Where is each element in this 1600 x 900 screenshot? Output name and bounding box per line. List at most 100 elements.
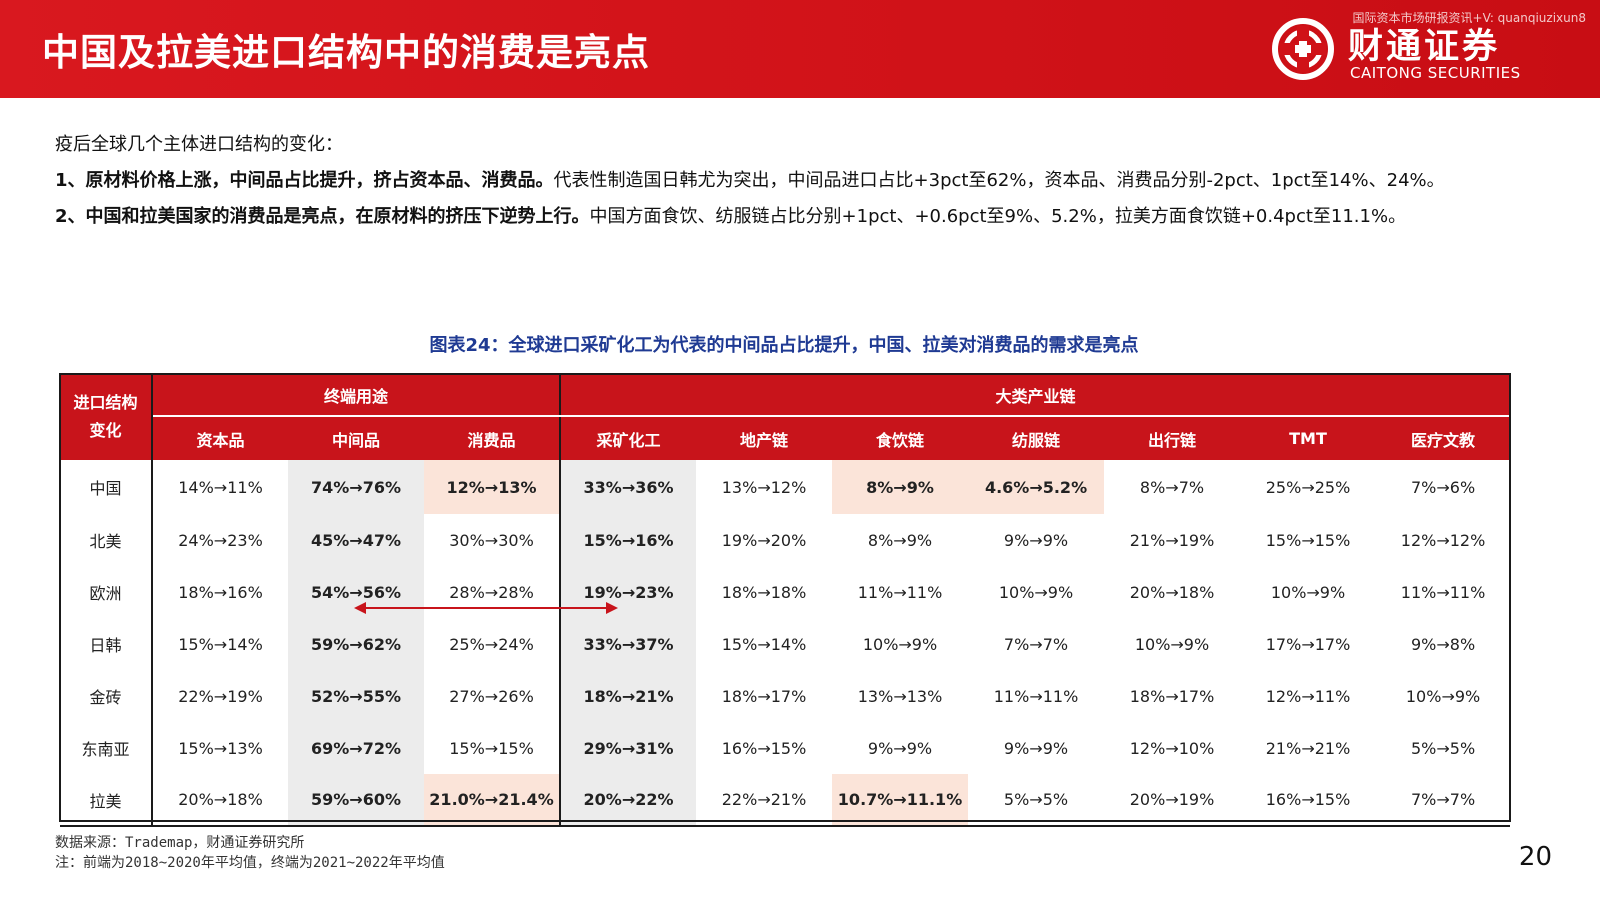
table-cell: 22%→21%: [696, 774, 833, 827]
table-row: 北美 24%→23% 45%→47% 30%→30% 15%→16% 19%→20% 8%→…: [60, 514, 1510, 566]
table-cell: 52%→55%: [288, 670, 424, 722]
import-structure-table: 进口结构 变化 终端用途 大类产业链 资本品 中间品 消费品 采矿化工 地产链 食饮链 纺服…: [60, 374, 1511, 827]
table-row: 日韩 15%→14% 59%→62% 25%→24% 33%→37% 15%→14% 10%…: [60, 618, 1510, 670]
table-cell: 10.7%→11.1%: [832, 774, 969, 827]
table-cell: 54%→56%: [288, 566, 424, 618]
logo: 财通证券 CAITONG SECURITIES: [1270, 16, 1570, 86]
table-cell: 24%→23%: [178, 530, 263, 550]
table-cell: 14%→11%: [178, 477, 263, 497]
table-cell: 7%→7%: [1003, 634, 1069, 654]
key-point-1-body: 代表性制造国日韩尤为突出，中间品进口占比+3pct至62%，资本品、消费品分别-…: [553, 170, 1445, 191]
table-cell: 18%→21%: [559, 670, 697, 722]
logo-chinese-text: 财通证券: [1348, 27, 1501, 67]
column-header: 食饮链: [832, 416, 969, 460]
intro-text: 疫后全球几个主体进口结构的变化：: [55, 134, 343, 155]
table-cell: 10%→9%: [862, 634, 938, 654]
table-cell: 18%→18%: [721, 582, 807, 602]
figure-title: 图表24：全球进口采矿化工为代表的中间品占比提升，中国、拉美对消费品的需求是亮点: [429, 335, 1139, 356]
table-cell: 25%→24%: [449, 634, 534, 654]
table-cell: 16%→15%: [1240, 774, 1377, 827]
table-cell: 10%→9%: [1405, 686, 1481, 706]
table-cell: 12%→13%: [424, 460, 561, 514]
table-cell: 20%→18%: [152, 774, 288, 827]
table-cell: 12%→10%: [1129, 738, 1215, 758]
table-cell: 10%→9%: [998, 582, 1074, 602]
table-cell: 5%→5%: [968, 774, 1105, 827]
footnote: 注：前端为2018~2020年平均值，终端为2021~2022年平均值: [55, 855, 445, 871]
table-cell: 12%→11%: [1265, 686, 1351, 706]
row-header-line1: 进口结构: [73, 393, 138, 412]
row-label: 东南亚: [60, 722, 153, 774]
table-row: 东南亚 15%→13% 69%→72% 15%→15% 29%→31% 16%→15% 9%…: [60, 722, 1510, 774]
column-header: TMT: [1240, 416, 1377, 460]
table-cell: 59%→62%: [288, 618, 424, 670]
table-cell: 19%→23%: [559, 566, 697, 618]
row-label: 欧洲: [60, 566, 153, 618]
row-label: 中国: [60, 460, 153, 514]
page-title: 中国及拉美进口结构中的消费是亮点: [42, 31, 650, 74]
table-cell: 15%→15%: [449, 738, 534, 758]
table-cell: 4.6%→5.2%: [968, 460, 1105, 514]
table-cell: 20%→22%: [559, 774, 697, 827]
table-cell: 18%→17%: [1129, 686, 1215, 706]
table-cell: 18%→17%: [721, 686, 807, 706]
column-header: 消费品: [424, 416, 561, 460]
key-point-1: 1、原材料价格上涨，中间品占比提升，挤占资本品、消费品。代表性制造国日韩尤为突出…: [55, 166, 1445, 192]
table-cell: 20%→19%: [1104, 774, 1241, 827]
table-cell: 9%→9%: [1003, 738, 1069, 758]
column-header: 地产链: [696, 416, 833, 460]
table-cell: 11%→11%: [1400, 582, 1486, 602]
row-label: 拉美: [60, 774, 153, 827]
table-cell: 16%→15%: [721, 738, 807, 758]
table-row: 欧洲 18%→16% 54%→56% 28%→28% 19%→23% 18%→18% 11%…: [60, 566, 1510, 618]
table-cell: 5%→5%: [1410, 738, 1476, 758]
row-label: 日韩: [60, 618, 153, 670]
table-cell: 9%→9%: [1003, 530, 1069, 550]
logo-english-text: CAITONG SECURITIES: [1350, 64, 1521, 82]
table-cell: 28%→28%: [449, 582, 534, 602]
key-point-2: 2、中国和拉美国家的消费品是亮点，在原材料的挤压下逆势上行。中国方面食饮、纺服链…: [55, 202, 1406, 228]
table-cell: 15%→14%: [178, 634, 263, 654]
table-cell: 15%→13%: [178, 738, 263, 758]
table-cell: 25%→25%: [1265, 477, 1351, 497]
table-cell: 15%→14%: [721, 634, 807, 654]
table-row: 拉美 20%→18% 59%→60% 21.0%→21.4% 20%→22% 22%→21…: [60, 774, 1511, 827]
table-cell: 7%→6%: [1410, 477, 1476, 497]
row-label: 北美: [60, 514, 153, 566]
row-label: 金砖: [60, 670, 153, 722]
table-cell: 27%→26%: [449, 686, 534, 706]
table-cell: 17%→17%: [1265, 634, 1351, 654]
table-cell: 21.0%→21.4%: [424, 774, 561, 827]
table-row: 金砖 22%→19% 52%→55% 27%→26% 18%→21% 18%→17% 13%…: [60, 670, 1510, 722]
watermark: 国际资本市场研报资讯+V: quanqiuzixun8: [1352, 11, 1586, 25]
table-cell: 22%→19%: [178, 686, 263, 706]
table-cell: 29%→31%: [559, 722, 697, 774]
table-cell: 9%→8%: [1410, 634, 1476, 654]
table-cell: 8%→9%: [832, 460, 969, 514]
row-header-cell: 进口结构 变化: [60, 374, 153, 460]
column-header: 资本品: [152, 416, 288, 460]
row-header-line2: 变化: [89, 421, 122, 440]
group-header-industry-chain: 大类产业链: [559, 374, 1511, 417]
table-cell: 45%→47%: [288, 514, 424, 566]
table-cell: 8%→7%: [1139, 477, 1205, 497]
table-cell: 9%→9%: [867, 738, 933, 758]
table-cell: 20%→18%: [1129, 582, 1215, 602]
table-cell: 33%→37%: [559, 618, 697, 670]
key-point-2-heading: 2、中国和拉美国家的消费品是亮点，在原材料的挤压下逆势上行。: [55, 206, 590, 227]
table-cell: 15%→16%: [559, 514, 697, 566]
table-cell: 33%→36%: [559, 460, 697, 514]
table-cell: 30%→30%: [449, 530, 534, 550]
table-cell: 15%→15%: [1265, 530, 1351, 550]
column-header: 采矿化工: [559, 416, 697, 460]
table-cell: 18%→16%: [178, 582, 263, 602]
key-point-2-body: 中国方面食饮、纺服链占比分别+1pct、+0.6pct至9%、5.2%，拉美方面…: [589, 206, 1407, 227]
table-row: 中国 14%→11% 74%→76% 12%→13% 33%→36% 13%→12% 8%→…: [60, 460, 1510, 514]
column-header: 中间品: [288, 416, 424, 460]
column-header: 医疗文教: [1376, 416, 1511, 460]
table-cell: 10%→9%: [1134, 634, 1210, 654]
table-cell: 12%→12%: [1400, 530, 1486, 550]
table-cell: 59%→60%: [288, 774, 424, 827]
header-bar: 中国及拉美进口结构中的消费是亮点 国际资本市场研报资讯+V: quanqiuzi…: [0, 0, 1600, 98]
table-cell: 11%→11%: [857, 582, 943, 602]
